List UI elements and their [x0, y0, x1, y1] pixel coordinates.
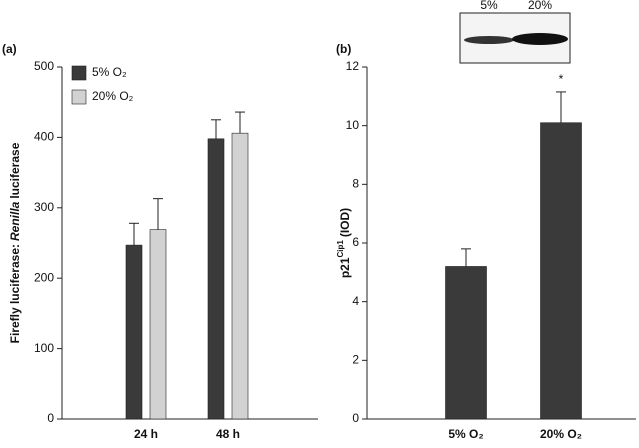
x-tick-label: 20% O₂	[540, 427, 582, 441]
y-tick-label: 12	[346, 59, 360, 73]
x-tick-label: 48 h	[216, 427, 240, 441]
bar	[445, 266, 487, 420]
y-tick-label: 300	[34, 200, 54, 214]
bar	[207, 138, 225, 420]
blot-label: 20%	[528, 0, 552, 12]
y-axis-label-part: luciferase	[8, 142, 22, 198]
y-tick-label: 200	[34, 270, 54, 284]
bar	[231, 132, 249, 420]
y-axis-label-part: (IOD)	[338, 208, 352, 237]
blot-band	[464, 36, 514, 44]
x-tick-label: 5% O₂	[448, 427, 483, 441]
y-tick-label: 8	[352, 177, 359, 191]
panel-label: (b)	[336, 42, 351, 56]
legend-swatch	[71, 65, 87, 81]
legend-swatch	[71, 89, 87, 105]
significance-mark: *	[559, 72, 564, 86]
y-tick-label: 0	[47, 411, 54, 425]
y-axis-label-part: Firefly luciferase:	[8, 244, 22, 343]
blot-label: 5%	[480, 0, 498, 12]
y-axis-label-part: p21	[338, 257, 352, 278]
bar	[149, 229, 167, 420]
y-tick-label: 100	[34, 341, 54, 355]
y-tick-label: 4	[352, 294, 359, 308]
bar	[540, 122, 582, 420]
y-tick-label: 0	[352, 411, 359, 425]
legend-label: 5% O₂	[92, 65, 127, 79]
panel-label: (a)	[2, 42, 17, 56]
legend-label: 20% O₂	[92, 89, 134, 103]
y-tick-label: 400	[34, 130, 54, 144]
y-axis-label: Firefly luciferase: Renilla luciferase	[8, 142, 22, 343]
y-tick-label: 10	[346, 118, 360, 132]
bar	[125, 244, 143, 420]
x-tick-label: 24 h	[134, 427, 158, 441]
y-axis-label: p21Cip1 (IOD)	[336, 208, 352, 278]
y-axis-label-part: Renilla	[8, 201, 22, 241]
y-tick-label: 500	[34, 59, 54, 73]
blot-band	[512, 33, 568, 45]
y-axis-label-part: Cip1	[336, 240, 345, 258]
y-tick-label: 2	[352, 353, 359, 367]
y-tick-label: 6	[352, 235, 359, 249]
